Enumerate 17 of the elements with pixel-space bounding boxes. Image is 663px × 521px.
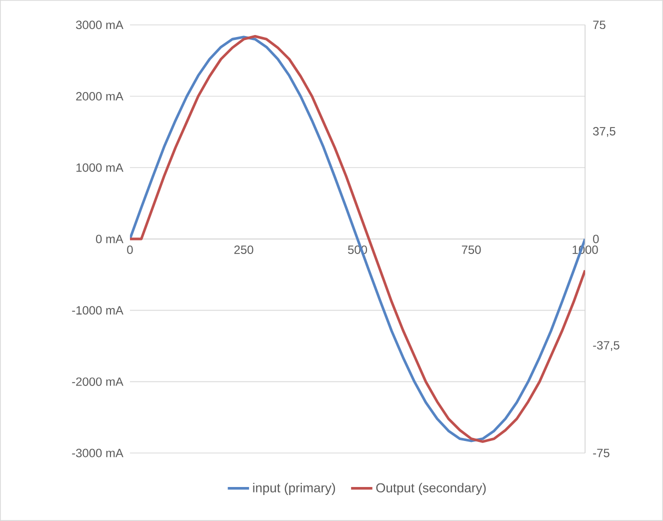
x-tick-label: 250 xyxy=(234,246,254,254)
y2-tick-label: -75 xyxy=(593,448,610,458)
y2-tick-label: 0 xyxy=(593,234,599,244)
y-tick-label: 2000 mA xyxy=(76,92,124,101)
y-tick-label: 0 mA xyxy=(96,234,124,244)
y-tick-label: -1000 mA xyxy=(72,306,124,315)
legend-label: Output (secondary) xyxy=(376,482,486,495)
y2-tick-label: 37,5 xyxy=(593,127,616,137)
x-tick-label: 0 xyxy=(127,246,133,254)
y-tick-label: -3000 mA xyxy=(72,448,124,458)
y-tick-label: 1000 mA xyxy=(76,163,124,172)
legend-label: input (primary) xyxy=(253,482,336,495)
y-tick-label: -2000 mA xyxy=(72,377,124,386)
y-tick-label: 3000 mA xyxy=(76,20,124,30)
y2-tick-label: 75 xyxy=(593,20,606,30)
y2-tick-label: -37,5 xyxy=(593,341,620,351)
x-tick-label: 750 xyxy=(462,246,481,254)
